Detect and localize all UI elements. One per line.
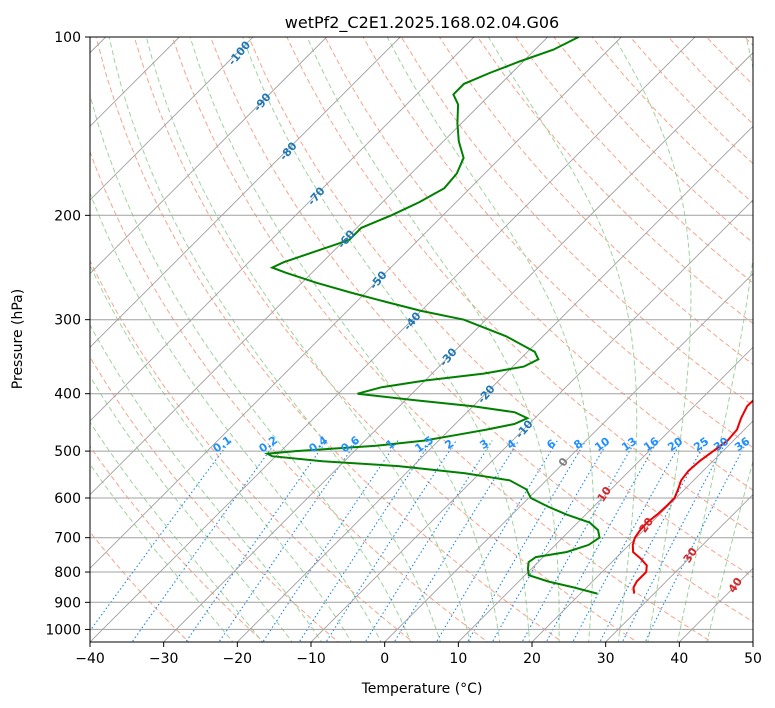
x-tick-label: 20 [523,651,541,667]
x-axis-label: Temperature (°C) [361,681,483,697]
moist-adiabat [0,37,235,644]
x-tick-label: −30 [149,651,179,667]
moist-adiabat [24,37,353,644]
y-axis-label: Pressure (hPa) [10,289,26,389]
isotherm [751,37,775,644]
x-tick-label: 10 [449,651,467,667]
x-tick-label: −20 [223,651,253,667]
moist-adiabat [146,37,470,644]
mixing-ratio-label: 6 [544,437,558,452]
mixing-ratio-line [80,441,230,645]
background-lines [0,37,775,644]
y-tick-label: 800 [54,565,81,581]
y-tick-label: 600 [54,491,81,507]
y-tick-label: 100 [54,30,81,46]
y-tick-label: 500 [54,444,81,460]
moist-adiabat-label: -40 [401,309,424,333]
mixing-ratio-line [599,441,707,645]
dry-adiabat [707,37,775,644]
mixing-ratio-line [572,441,682,645]
moist-adiabat [190,37,500,644]
isotherm [0,37,253,644]
line-labels: 0.1 0.2 0.4 0.6 1 1.5 2 3 4 6 8 10 13 16 20 25 30 3601020… [211,38,753,595]
mixing-ratio-label: 4 [504,437,518,452]
mixing-ratio-line [521,441,636,645]
isotherm [88,37,695,644]
moist-adiabat [0,37,264,644]
mixing-ratio-line [184,441,327,645]
moist-adiabat-label: -70 [305,184,328,208]
dry-adiabat-label: 10 [595,484,615,504]
dry-adiabat [363,37,775,644]
axes: −40 −30 −20 −10 0 10 20 30 40 5010020030040050060… [45,30,762,667]
isotherm [0,37,400,644]
mixing-ratio-line [298,441,432,645]
mixing-ratio-label: 3 [477,437,491,452]
mixing-ratio-line [261,441,398,645]
dry-adiabat [325,37,775,644]
moist-adiabat [243,37,530,644]
mixing-ratio-line [364,441,492,645]
dry-adiabat [287,37,775,644]
moist-adiabat [307,37,559,644]
chart-title: wetPf2_C2E1.2025.168.02.04.G06 [285,13,559,33]
x-tick-label: −10 [296,651,326,667]
dry-adiabat [96,37,566,644]
y-tick-label: 900 [54,595,81,611]
moist-adiabat-label: -90 [251,90,274,114]
mixing-ratio-label: 1.5 [413,433,436,455]
moist-adiabat [706,37,775,644]
y-tick-label: 1000 [45,622,81,638]
dry-adiabat [58,37,491,644]
mixing-ratio-label: 2 [442,437,456,452]
y-tick-label: 300 [54,313,81,329]
mixing-ratio-label: 0.6 [339,433,363,455]
mixing-ratio-line [393,441,519,645]
moist-adiabat-label: -20 [475,382,498,406]
y-tick-label: 400 [54,387,81,403]
isotherm [0,37,327,644]
x-tick-label: 40 [670,651,688,667]
y-tick-label: 200 [54,208,81,224]
x-tick-label: 50 [744,651,762,667]
dry-adiabat [439,37,775,644]
isotherm [14,37,621,644]
moist-adiabat-label: -80 [277,139,300,163]
isotherm [161,37,769,644]
mixing-ratio-line [621,441,727,645]
dry-adiabat [745,37,775,644]
mixing-ratio-label: 0.1 [211,433,234,455]
y-tick-label: 700 [54,531,81,547]
dry-adiabat [0,37,266,644]
moist-adiabat [2,37,324,644]
x-tick-label: 0 [380,651,389,667]
moist-adiabat [614,37,691,644]
dry-adiabat [554,37,775,644]
dry-adiabat [0,37,191,644]
x-tick-label: −40 [75,651,105,667]
mixing-ratio-label: 8 [571,437,585,452]
mixing-ratio-label: 0.4 [307,433,331,455]
dry-adiabat [478,37,775,644]
isotherm [382,37,775,644]
x-tick-label: 30 [597,651,615,667]
isotherm [0,37,474,644]
